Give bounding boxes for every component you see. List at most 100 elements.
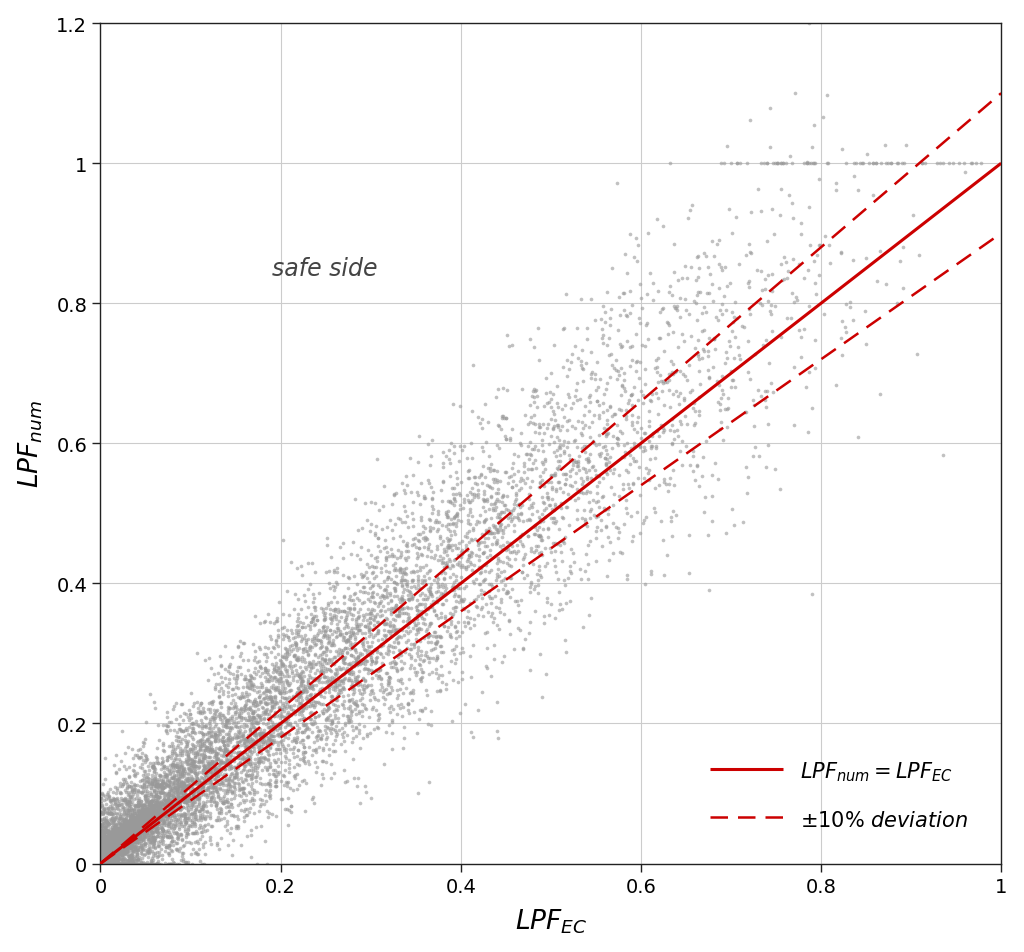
Point <box>94 856 111 871</box>
Point <box>368 596 384 611</box>
Point <box>180 835 197 850</box>
Point <box>110 845 126 861</box>
Point <box>462 505 478 520</box>
Point <box>95 850 112 865</box>
Point <box>119 817 135 832</box>
Point <box>665 357 681 372</box>
Point <box>150 795 166 810</box>
Point <box>221 804 238 820</box>
Point <box>94 848 111 863</box>
Point <box>256 834 272 849</box>
Point <box>96 850 113 865</box>
Point <box>437 556 454 571</box>
Point <box>139 811 156 826</box>
Point <box>171 827 187 843</box>
Point <box>95 846 112 862</box>
Point <box>128 856 144 871</box>
Point <box>188 777 205 792</box>
Point <box>268 779 285 794</box>
Point <box>98 837 115 852</box>
Point <box>433 484 450 499</box>
Point <box>145 824 162 840</box>
Point <box>464 486 480 502</box>
Point <box>465 730 481 745</box>
Point <box>656 471 673 486</box>
Point <box>294 724 310 740</box>
Point <box>93 856 110 871</box>
Point <box>232 737 249 752</box>
Point <box>419 622 435 637</box>
Point <box>677 292 693 307</box>
Point <box>94 848 111 863</box>
Point <box>269 734 286 749</box>
Point <box>92 849 109 864</box>
Point <box>257 704 273 719</box>
Point <box>159 725 175 741</box>
Point <box>125 855 141 870</box>
Point <box>92 846 109 862</box>
Point <box>449 624 465 639</box>
Point <box>130 851 146 866</box>
Point <box>92 844 109 860</box>
Point <box>148 798 165 813</box>
Point <box>203 757 219 772</box>
Point <box>129 806 145 822</box>
Point <box>495 505 511 520</box>
Point <box>440 517 457 532</box>
Point <box>115 837 131 852</box>
Point <box>121 849 137 864</box>
Point <box>956 166 973 181</box>
Point <box>114 842 130 857</box>
Point <box>105 785 122 801</box>
Point <box>753 205 769 220</box>
Point <box>287 768 303 783</box>
Point <box>117 824 133 840</box>
Point <box>622 457 638 472</box>
Point <box>139 802 156 817</box>
Point <box>383 542 399 557</box>
Point <box>116 823 132 839</box>
Point <box>664 418 680 433</box>
Point <box>311 724 328 739</box>
Point <box>161 815 177 830</box>
Point <box>93 856 110 871</box>
Point <box>103 851 120 866</box>
Point <box>243 823 259 838</box>
Point <box>156 803 172 818</box>
Point <box>653 384 670 399</box>
Point <box>185 810 202 825</box>
Point <box>254 700 270 715</box>
Point <box>344 625 360 640</box>
Point <box>169 783 185 799</box>
Point <box>92 844 109 860</box>
Point <box>104 852 121 867</box>
Point <box>92 846 109 862</box>
Point <box>303 661 319 676</box>
Point <box>124 827 140 843</box>
Point <box>315 705 332 721</box>
Point <box>759 156 775 171</box>
Point <box>305 683 322 698</box>
Point <box>292 670 308 685</box>
Point <box>150 825 166 841</box>
Point <box>115 832 131 847</box>
Point <box>147 813 164 828</box>
Point <box>93 845 110 861</box>
Point <box>434 494 451 509</box>
Point <box>454 664 470 680</box>
Point <box>142 786 159 802</box>
Point <box>94 853 111 868</box>
Point <box>200 724 216 740</box>
Point <box>267 742 284 757</box>
Point <box>112 856 128 871</box>
Point <box>169 790 185 805</box>
Point <box>425 651 441 666</box>
Point <box>103 854 120 869</box>
Point <box>93 840 110 855</box>
Point <box>102 836 119 851</box>
Point <box>94 848 111 863</box>
Point <box>124 763 140 778</box>
Point <box>243 849 259 864</box>
Point <box>225 693 242 708</box>
Point <box>486 589 503 605</box>
